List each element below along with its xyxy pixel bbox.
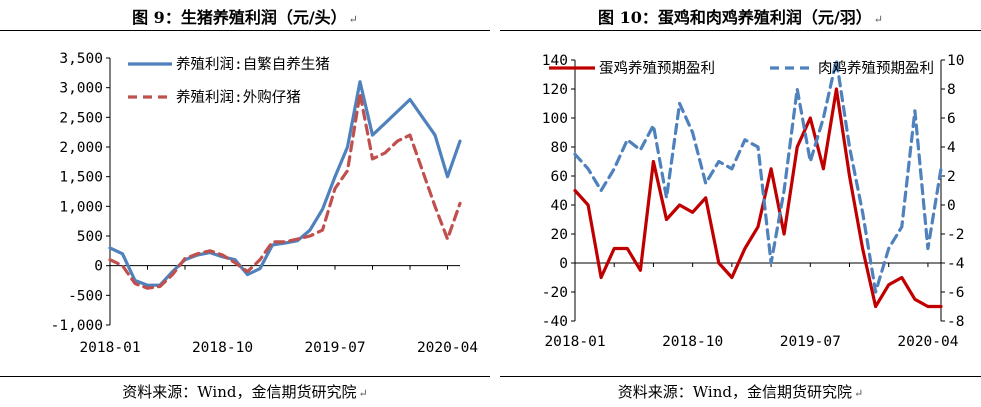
return-mark-icon: ↵ bbox=[348, 13, 358, 26]
source-note: 资料来源：Wind，金信期货研究院 ↵ bbox=[617, 383, 864, 401]
y-tick-label-right: -4 bbox=[947, 256, 965, 272]
legend-label: 养殖利润:外购仔猪 bbox=[176, 89, 301, 106]
legend-label: 蛋鸡养殖预期盈利 bbox=[599, 60, 715, 77]
y-tick-label-left: 1,000 bbox=[59, 199, 103, 215]
chart-title: 图 10：蛋鸡和肉鸡养殖利润（元/羽） ↵ bbox=[598, 8, 883, 27]
source-note: 资料来源：Wind，金信期货研究院 ↵ bbox=[122, 383, 368, 401]
y-tick-label-right: -6 bbox=[947, 285, 964, 301]
y-tick-label-left: -20 bbox=[542, 285, 568, 301]
chart-panel-hog-profit: 图 9：生猪养殖利润（元/头） ↵ -1,000 -500 0 500 1,000 1,50… bbox=[0, 0, 490, 407]
y-tick-label-left: -1,000 bbox=[51, 318, 103, 334]
y-tick-label-right: -8 bbox=[947, 314, 964, 330]
source-rule bbox=[0, 376, 490, 377]
x-tick-label: 2018-10 bbox=[662, 334, 723, 350]
y-tick-label-left: 60 bbox=[551, 169, 568, 185]
y-tick-label-right: 4 bbox=[947, 140, 956, 156]
return-mark-icon: ↵ bbox=[358, 387, 368, 400]
poultry-profit-chart: -40-20020406080100120140-8-6-4-202468102… bbox=[542, 53, 965, 350]
x-tick-label: 2018-01 bbox=[544, 334, 605, 350]
x-tick-label: 2020-04 bbox=[897, 334, 958, 350]
series-line-1 bbox=[108, 80, 462, 287]
legend-label: 肉鸡养殖预期盈利 bbox=[818, 60, 934, 77]
title-rule bbox=[0, 30, 490, 31]
chart-title: 图 9：生猪养殖利润（元/头） ↵ bbox=[132, 8, 358, 27]
x-tick-label: 2019-07 bbox=[780, 334, 841, 350]
chart-panel-poultry-profit: 图 10：蛋鸡和肉鸡养殖利润（元/羽） ↵ -40 -20 0 20 40 60 80 100 1… bbox=[500, 0, 981, 407]
y-tick-label-right: 10 bbox=[947, 53, 964, 69]
title-rule bbox=[500, 30, 981, 31]
y-tick-label-left: 2,000 bbox=[59, 140, 103, 156]
y-tick-label-left: 500 bbox=[77, 229, 103, 245]
legend-label: 养殖利润:自繁自养生猪 bbox=[176, 56, 330, 73]
y-tick-label-right: -2 bbox=[947, 227, 964, 243]
y-tick-label-left: 80 bbox=[551, 140, 568, 156]
y-tick-label-left: 2,500 bbox=[59, 110, 103, 126]
x-tick-label: 2020-04 bbox=[417, 340, 478, 356]
y-tick-label-left: 20 bbox=[551, 227, 568, 243]
y-tick-label-left: -40 bbox=[542, 314, 568, 330]
series-line-2 bbox=[108, 91, 462, 290]
y-tick-label-left: 0 bbox=[94, 259, 103, 275]
y-tick-label-right: 6 bbox=[947, 111, 956, 127]
y-tick-label-left: 120 bbox=[542, 82, 568, 98]
y-tick-label-left: 3,500 bbox=[59, 51, 103, 67]
y-tick-label-left: 100 bbox=[542, 111, 568, 127]
series-line-2 bbox=[573, 58, 943, 294]
series-line-1 bbox=[573, 87, 943, 309]
x-tick-label: 2018-10 bbox=[192, 340, 253, 356]
y-tick-label-left: 3,000 bbox=[59, 81, 103, 97]
y-tick-label-left: 140 bbox=[542, 53, 568, 69]
return-mark-icon: ↵ bbox=[873, 13, 883, 26]
y-tick-label-left: 1,500 bbox=[59, 170, 103, 186]
y-tick-label-left: 0 bbox=[559, 256, 568, 272]
hog-profit-chart: -1,000 -500 0 500 1,000 1,500 2,000 2,500 3,000 3… bbox=[51, 51, 479, 356]
y-tick-label-right: 8 bbox=[947, 82, 956, 98]
x-tick-label: 2018-01 bbox=[79, 340, 140, 356]
return-mark-icon: ↵ bbox=[854, 387, 864, 400]
y-tick-label-right: 0 bbox=[947, 198, 956, 214]
y-tick-label-left: 40 bbox=[551, 198, 568, 214]
y-tick-label-left: -500 bbox=[68, 288, 103, 304]
y-tick-label-right: 2 bbox=[947, 169, 956, 185]
x-tick-label: 2019-07 bbox=[304, 340, 365, 356]
source-rule bbox=[500, 376, 981, 377]
